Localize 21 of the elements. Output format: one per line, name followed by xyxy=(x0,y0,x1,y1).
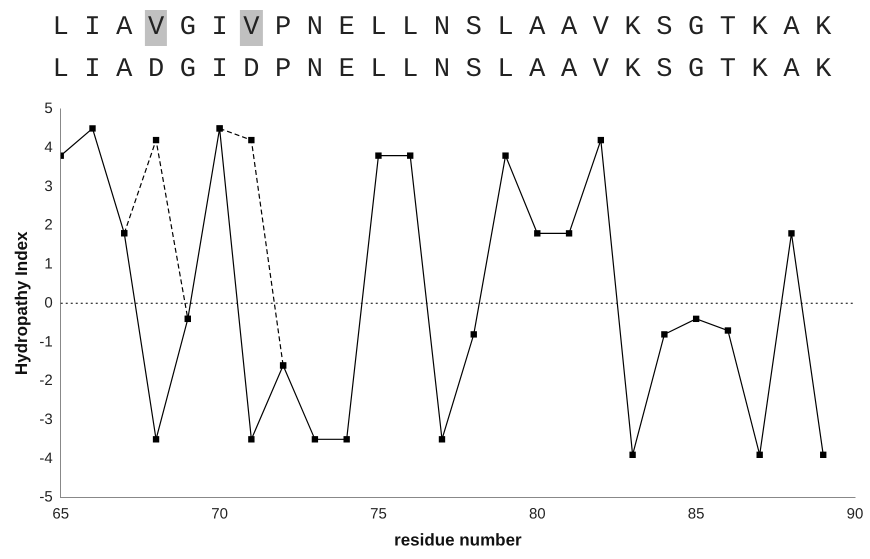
y-tick-label: 0 xyxy=(44,294,53,312)
x-tick-label: 85 xyxy=(688,506,704,523)
y-tick-label: -5 xyxy=(39,488,53,506)
text: L I A V G I V P N E L L N S L A A V K S G T K A K xyxy=(52,13,832,43)
y-tick-label: 4 xyxy=(44,139,53,156)
y-tick-label: -2 xyxy=(39,372,53,390)
x-tick-label: 90 xyxy=(846,506,864,523)
y-tick-label: 1 xyxy=(44,256,53,273)
y-tick-label: 5 xyxy=(44,100,53,118)
x-tick-label: 65 xyxy=(52,506,70,523)
y-tick-label: -3 xyxy=(39,411,53,428)
x-axis-title: residue number xyxy=(394,530,522,550)
x-tick-label: 70 xyxy=(211,506,228,523)
y-tick-label: -1 xyxy=(39,333,53,350)
text: L I A D G I D P N E L L N S L A A V K S G T K A K xyxy=(52,55,832,85)
y-tick-label: 3 xyxy=(44,178,53,195)
x-tick-label: 80 xyxy=(528,506,546,523)
y-axis-title: Hydropathy Index xyxy=(12,230,31,376)
y-tick-label: 2 xyxy=(44,216,53,234)
x-tick-label: 75 xyxy=(370,506,387,523)
y-tick-label: -4 xyxy=(39,450,53,467)
